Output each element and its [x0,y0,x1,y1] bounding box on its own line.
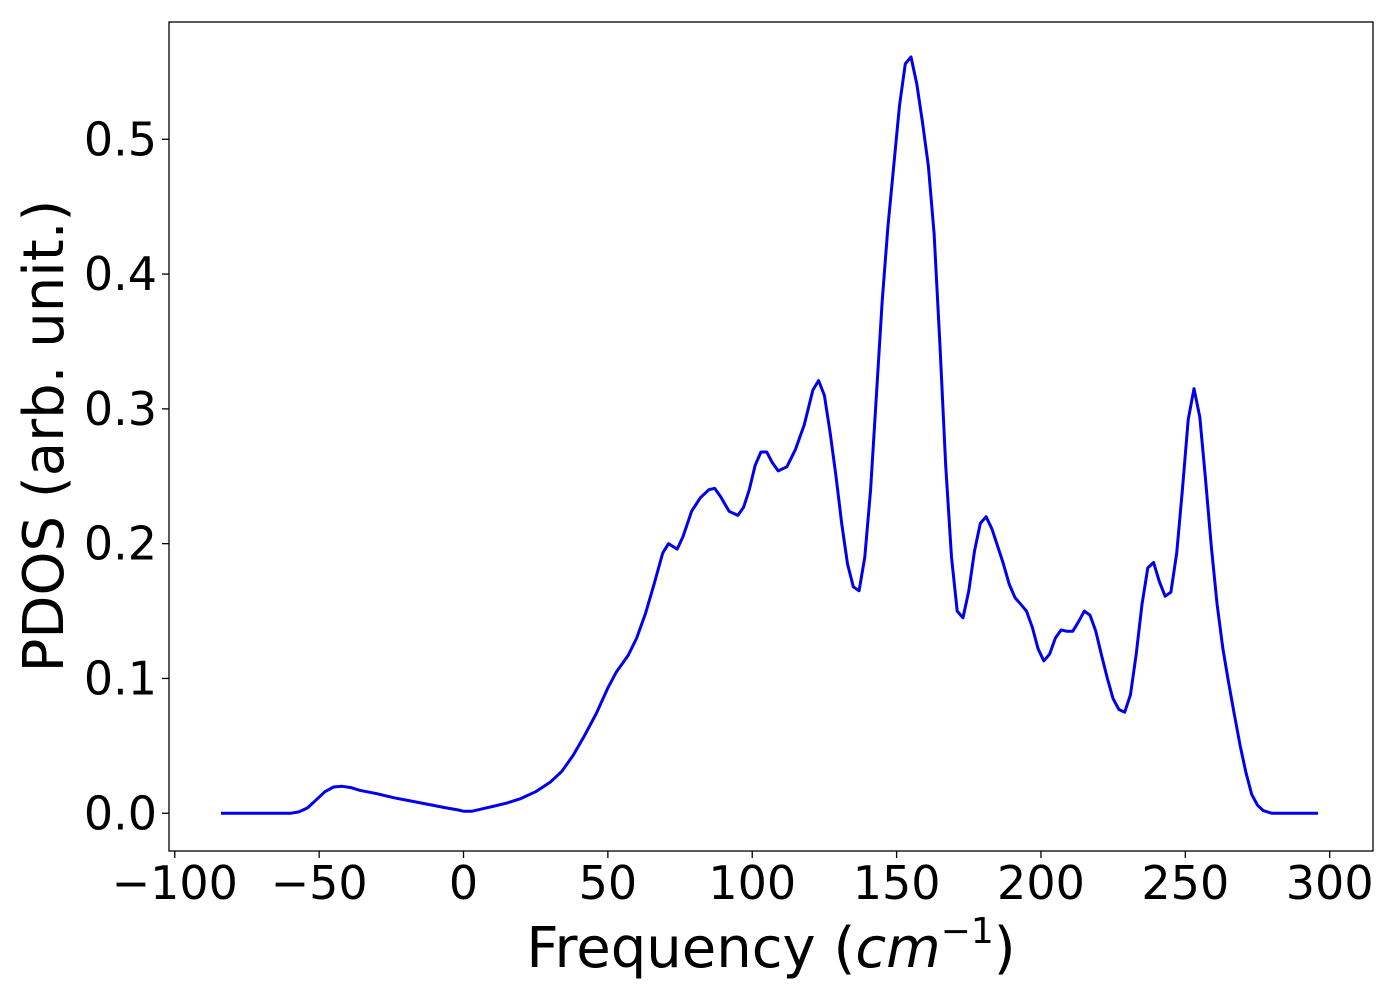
x-tick-label: 150 [853,856,941,910]
y-tick-label: 0.5 [84,112,157,166]
x-axis-label-text: Frequency [526,916,815,981]
y-tick-label: 0.2 [84,517,157,571]
x-tick-label: 50 [579,856,638,910]
y-tick-label: 0.4 [84,247,157,301]
x-tick-label: 300 [1286,856,1374,910]
series-layer [221,55,1319,815]
x-axis-label: Frequency (cm−1) [526,911,1015,981]
x-tick-label: 100 [708,856,796,910]
x-tick-label: 250 [1141,856,1229,910]
x-tick-label: −100 [112,856,238,910]
x-axis-unit-base: cm [855,916,940,981]
y-tick-label: 0.0 [84,786,157,840]
x-tick-label: 0 [449,856,478,910]
plot-area-frame [168,21,1374,852]
series-line [221,55,1319,815]
y-tick-label: 0.1 [84,651,157,705]
x-tick-label: −50 [271,856,368,910]
y-axis-label: PDOS (arb. unit.) [12,200,77,673]
x-axis-ticks: −100 −50 0 50 100 150 200 250 300 [112,851,1374,910]
y-tick-label: 0.3 [84,382,157,436]
x-tick-label: 200 [997,856,1085,910]
x-axis-unit-exponent: −1 [941,911,994,952]
y-axis-ticks: 0.0 0.1 0.2 0.3 0.4 0.5 [84,112,169,840]
